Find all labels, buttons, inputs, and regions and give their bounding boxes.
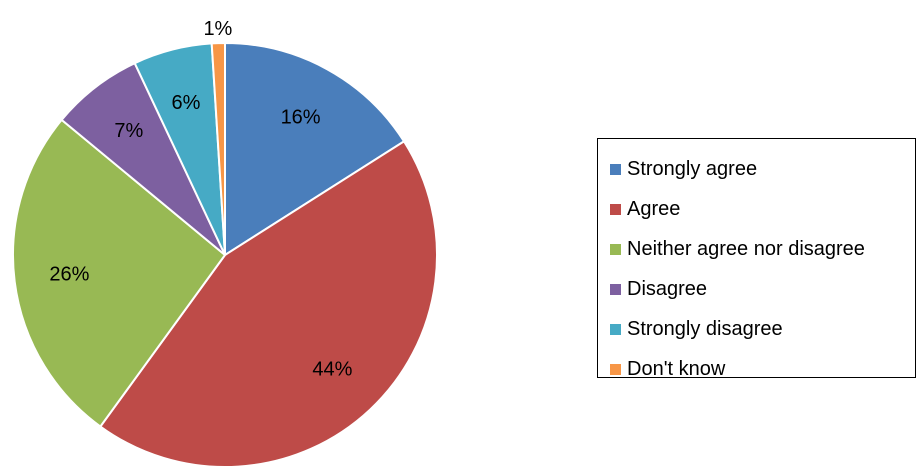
legend-item-neither-agree-nor-disagree: Neither agree nor disagree xyxy=(610,229,915,269)
legend-swatch xyxy=(610,363,621,375)
legend-item-strongly-disagree: Strongly disagree xyxy=(610,309,915,349)
pie-label-strongly-agree: 16% xyxy=(281,107,321,129)
pie-slices xyxy=(12,41,439,467)
legend-label: Strongly agree xyxy=(627,157,758,180)
pie-data-labels: 16% 44% 26% 7% 6% 1% xyxy=(49,18,352,380)
pie-slice-agree xyxy=(98,140,439,467)
pie-label-disagree: 7% xyxy=(114,120,143,142)
legend-item-disagree: Disagree xyxy=(610,269,915,309)
legend-label: Disagree xyxy=(627,277,708,300)
legend-item-strongly-agree: Strongly agree xyxy=(610,149,915,189)
pie-label-agree: 44% xyxy=(312,358,352,380)
pie-label-strongly-disagree: 6% xyxy=(172,92,201,114)
legend-label: Neither agree nor disagree xyxy=(627,237,865,260)
legend-label: Strongly disagree xyxy=(627,317,783,340)
legend-swatch xyxy=(610,163,621,175)
legend-swatch xyxy=(610,203,621,215)
pie-label-don-t-know: 1% xyxy=(203,18,232,40)
pie-slice-don-t-know xyxy=(210,41,226,256)
pie-label-neither-agree-nor-disagree: 26% xyxy=(49,264,89,286)
legend-swatch xyxy=(610,323,621,335)
legend-item-agree: Agree xyxy=(610,189,915,229)
legend-swatch xyxy=(610,283,621,295)
legend-item-dont-know: Don't know xyxy=(610,349,915,389)
legend-swatch xyxy=(610,243,621,255)
pie-slice-neither-agree-nor-disagree xyxy=(12,118,227,428)
pie-slice-strongly-agree xyxy=(224,41,406,257)
legend-label: Don't know xyxy=(627,357,726,380)
chart-legend: Strongly agree Agree Neither agree nor d… xyxy=(597,138,916,380)
legend-label: Agree xyxy=(627,197,681,220)
